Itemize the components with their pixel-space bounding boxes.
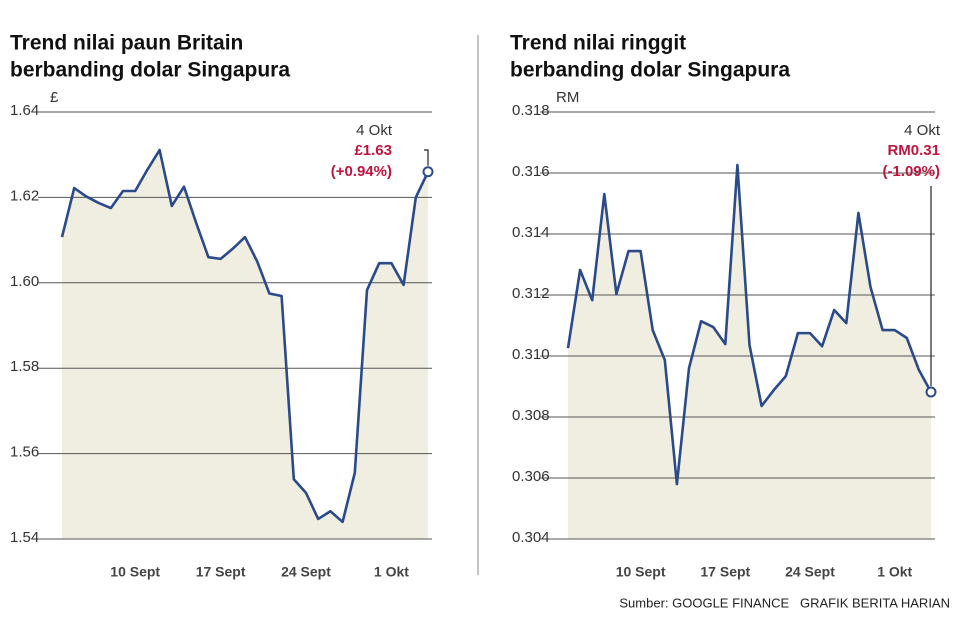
chart-title: berbanding dolar Singapura (10, 59, 290, 82)
annotation-change: (+0.94%) (331, 163, 392, 180)
annotation-value: £1.63 (354, 142, 392, 159)
x-tick-label: 10 Sept (110, 564, 160, 580)
leader-line (424, 149, 429, 166)
y-tick-label: 0.308 (512, 407, 550, 424)
unit-label: £ (50, 89, 59, 106)
y-tick-label: 0.306 (512, 468, 550, 485)
area (568, 165, 931, 539)
x-tick-label: 24 Sept (785, 564, 835, 580)
y-tick-label: 0.312 (512, 285, 550, 302)
y-tick-label: 1.54 (10, 529, 39, 546)
annotation-change: (-1.09%) (882, 163, 940, 180)
source: Sumber: GOOGLE FINANCE GRAFIK BERITA HAR… (619, 595, 950, 610)
line (566, 163, 933, 486)
x-tick-label: 10 Sept (616, 564, 666, 580)
x-tick-label: 17 Sept (196, 564, 246, 580)
annotation-date: 4 Okt (356, 122, 393, 139)
y-tick-label: 0.314 (512, 224, 550, 241)
y-tick-label: 1.58 (10, 358, 39, 375)
end-marker (925, 386, 937, 398)
end-marker (422, 166, 434, 178)
x-tick-label: 1 Okt (374, 564, 409, 580)
chart-title: Trend nilai paun Britain (10, 32, 243, 55)
area (62, 150, 428, 540)
line (60, 148, 430, 524)
y-tick-label: 0.304 (512, 529, 550, 546)
chart-title: berbanding dolar Singapura (510, 59, 790, 82)
y-tick-label: 1.56 (10, 444, 39, 461)
y-tick-label: 1.62 (10, 187, 39, 204)
annotation-date: 4 Okt (904, 122, 941, 139)
x-tick-label: 17 Sept (700, 564, 750, 580)
y-tick-label: 1.64 (10, 102, 39, 119)
y-tick-label: 1.60 (10, 273, 39, 290)
annotation-value: RM0.31 (887, 142, 940, 159)
unit-label: RM (556, 89, 579, 106)
chart-title: Trend nilai ringgit (510, 32, 686, 55)
y-tick-label: 0.316 (512, 163, 550, 180)
x-tick-label: 1 Okt (877, 564, 912, 580)
y-tick-label: 0.310 (512, 346, 550, 363)
y-tick-label: 0.318 (512, 102, 550, 119)
x-tick-label: 24 Sept (281, 564, 331, 580)
